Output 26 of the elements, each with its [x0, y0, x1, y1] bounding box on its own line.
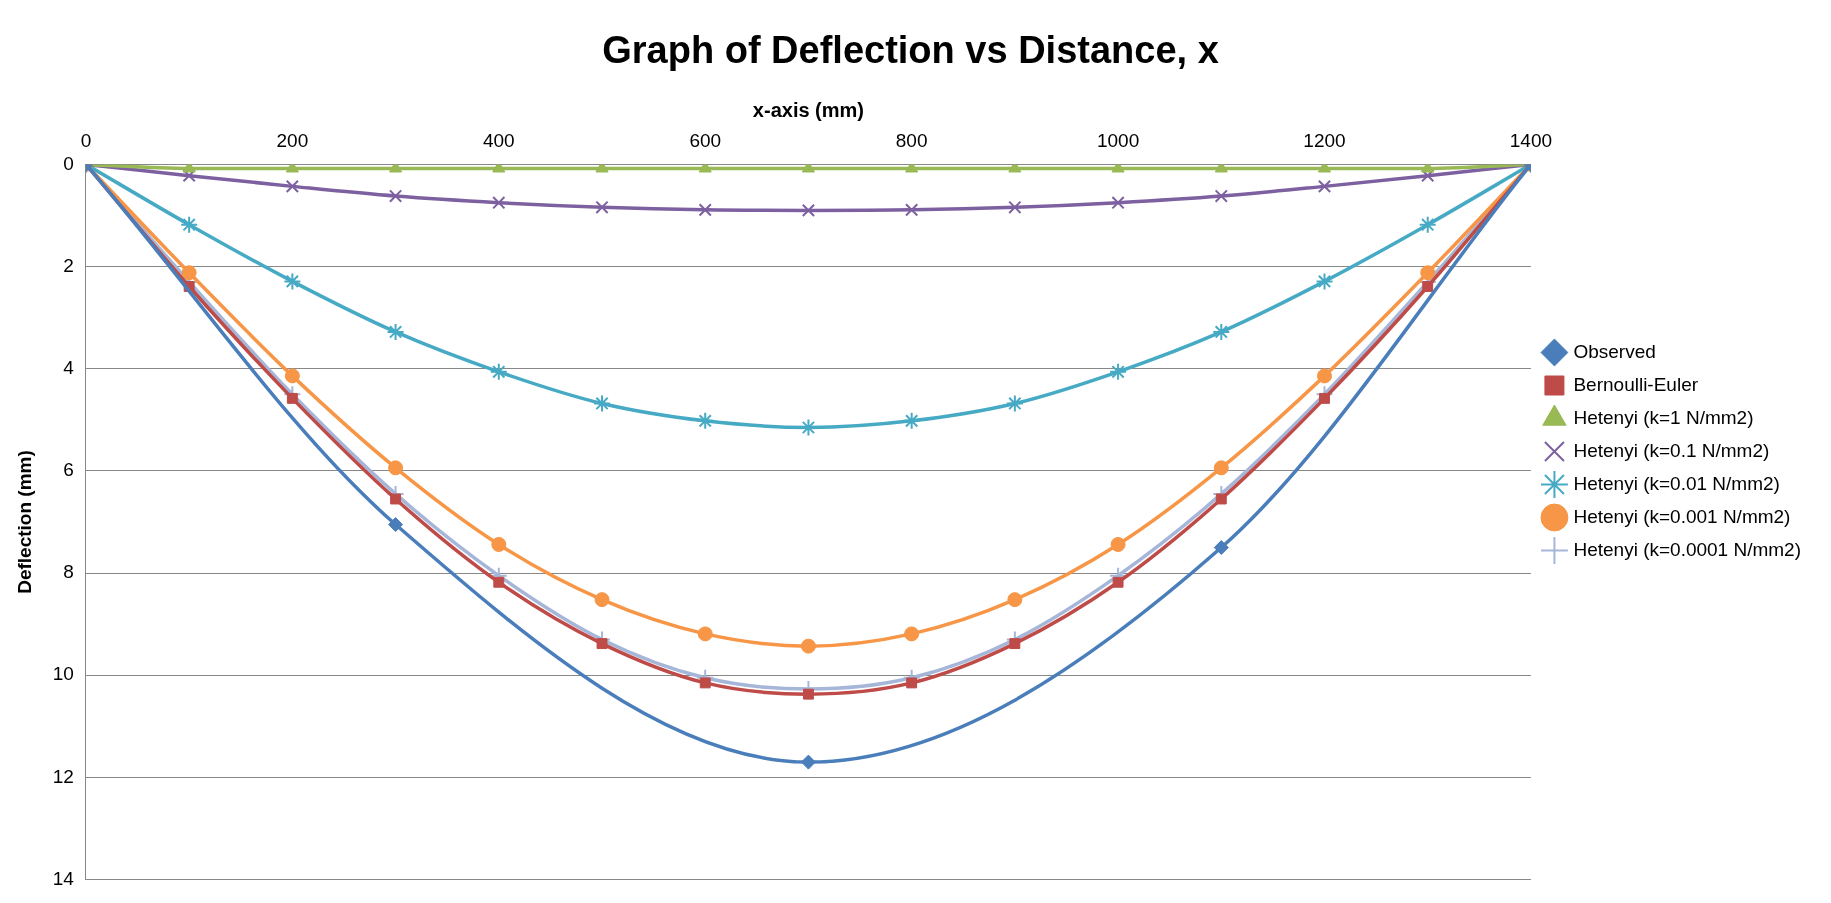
x-tick-label: 0: [80, 130, 92, 152]
x-tick-label: 800: [895, 130, 928, 152]
y-tick-label: 12: [52, 765, 74, 787]
x-tick-label: 1200: [1303, 130, 1346, 152]
x-axis-title: x-axis (mm): [752, 99, 865, 122]
y-tick-label: 8: [63, 561, 74, 583]
legend-label: Bernoulli-Euler: [1573, 373, 1699, 395]
x-tick-label: 200: [276, 130, 309, 152]
legend-label: Hetenyi (k=0.001 N/mm2): [1573, 505, 1791, 527]
x-tick-label: 400: [482, 130, 515, 152]
y-tick-label: 10: [52, 663, 74, 685]
legend-label: Hetenyi (k=1 N/mm2): [1573, 406, 1754, 428]
y-tick-label: 2: [63, 254, 74, 276]
legend-label: Hetenyi (k=0.01 N/mm2): [1573, 472, 1780, 494]
x-tick-label: 600: [689, 130, 722, 152]
y-tick-label: 14: [52, 867, 75, 889]
legend-label: Hetenyi (k=0.1 N/mm2): [1573, 439, 1770, 461]
y-axis-title: Deflection (mm): [13, 450, 35, 594]
legend-label: Hetenyi (k=0.0001 N/mm2): [1573, 538, 1802, 560]
y-tick-label: 6: [63, 459, 74, 481]
y-tick-label: 4: [63, 356, 75, 378]
y-tick-label: 0: [63, 152, 74, 174]
chart-title: Graph of Deflection vs Distance, x: [602, 29, 1219, 72]
x-tick-label: 1400: [1509, 130, 1553, 152]
x-tick-label: 1000: [1096, 130, 1140, 152]
legend-label: Observed: [1573, 340, 1656, 362]
